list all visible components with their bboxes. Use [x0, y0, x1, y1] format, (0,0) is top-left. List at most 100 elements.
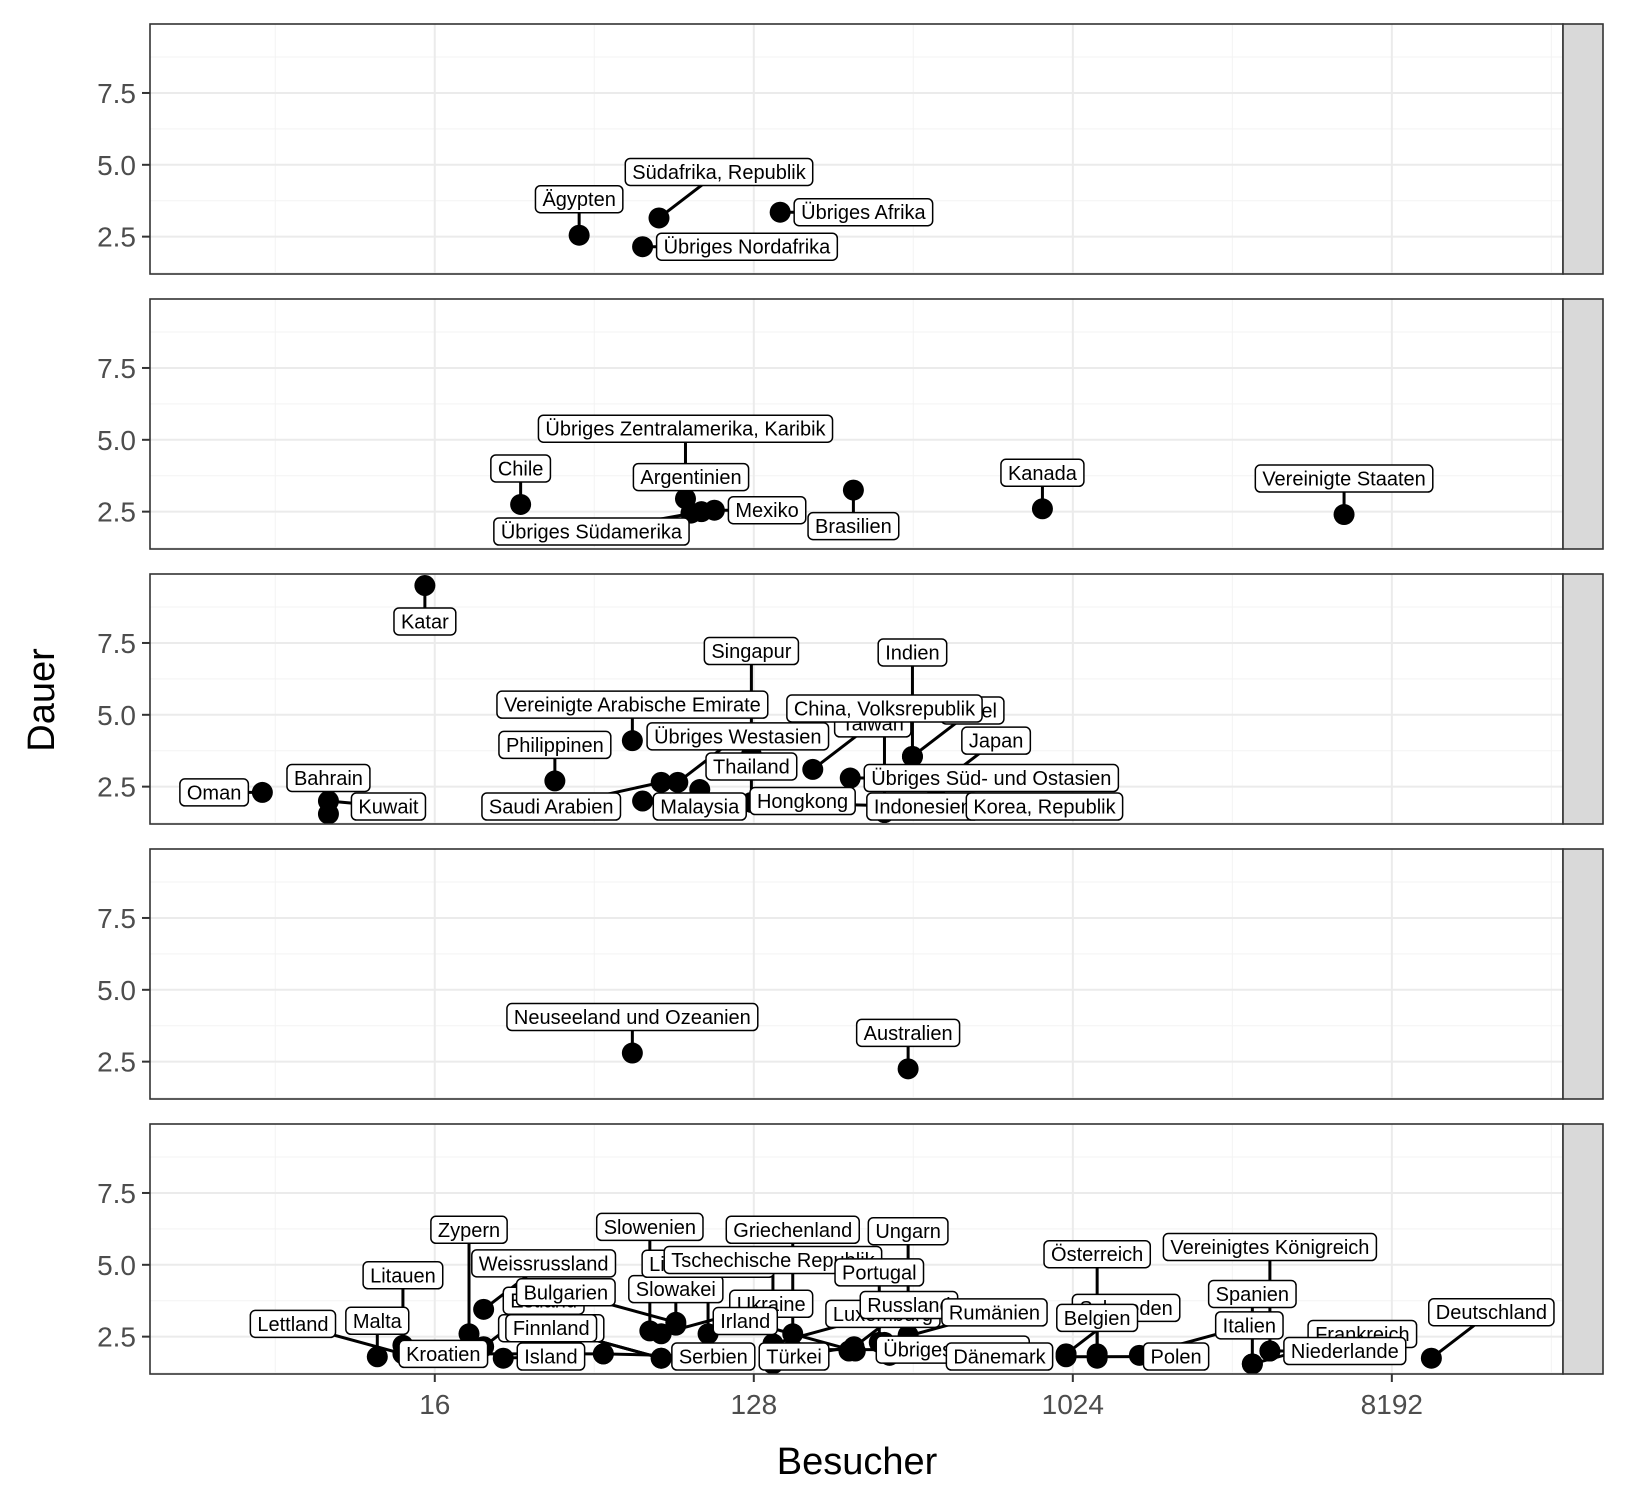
point-label-text: Türkei	[766, 1347, 822, 1369]
data-point	[1333, 504, 1355, 526]
point-label: Katar	[393, 607, 457, 636]
y-tick-label: 2.5	[97, 1047, 136, 1078]
point-label: Deutschland	[1428, 1297, 1555, 1327]
point-label-text: Mexiko	[735, 500, 798, 522]
x-tick-label: 16	[419, 1389, 450, 1420]
point-label: Portugal	[834, 1258, 925, 1287]
point-label-text: Hongkong	[757, 791, 848, 813]
facet-strip: Asien	[1562, 573, 1604, 825]
point-label: Bahrain	[286, 763, 371, 793]
point-label: Kuwait	[350, 792, 427, 821]
data-point	[667, 771, 689, 793]
data-point	[782, 1323, 804, 1345]
point-label-text: Übriges Süd- und Ostasien	[871, 768, 1111, 790]
point-label: Spanien	[1207, 1279, 1297, 1309]
y-tick-label: 2.5	[97, 222, 136, 253]
data-point	[544, 770, 566, 792]
point-label-text: Tschechische Republik	[671, 1250, 875, 1272]
point-label: Österreich	[1043, 1239, 1152, 1269]
data-point	[492, 1347, 514, 1369]
point-label: Argentinien	[632, 462, 750, 492]
data-point	[510, 493, 532, 515]
point-label-text: Übriges Zentralamerika, Karibik	[545, 419, 826, 441]
y-tick-label: 7.5	[97, 78, 136, 109]
facet-strip: Amerika	[1562, 298, 1604, 550]
data-point	[1031, 498, 1053, 520]
point-label: Japan	[961, 726, 1032, 755]
point-label: Südafrika, Republik	[624, 157, 814, 187]
point-label: Bulgarien	[515, 1278, 616, 1307]
point-label-text: Malta	[353, 1311, 403, 1333]
point-label: Malta	[345, 1306, 410, 1336]
point-label-text: Portugal	[842, 1262, 917, 1284]
data-point	[1086, 1343, 1108, 1365]
point-label: Serbien	[671, 1342, 756, 1371]
point-label: Neuseeland und Ozeanien	[506, 1002, 759, 1032]
data-point	[251, 781, 273, 803]
point-label-text: Italien	[1223, 1315, 1276, 1337]
point-label-text: Malaysia	[660, 797, 740, 819]
point-label-text: Spanien	[1216, 1284, 1289, 1306]
data-point	[568, 224, 590, 246]
data-point	[366, 1346, 388, 1368]
point-label-text: Ägypten	[542, 189, 615, 211]
point-label-text: Indien	[885, 642, 940, 664]
facet-strip: Australien, Neuseeland, Ozeanien	[1562, 848, 1604, 1100]
point-label: Hongkong	[749, 786, 856, 816]
point-label-text: Finnland	[513, 1318, 590, 1340]
point-label: Übriges Zentralamerika, Karibik	[537, 414, 834, 443]
point-label: Lettland	[249, 1309, 337, 1339]
point-label-text: Oman	[187, 782, 241, 804]
data-point	[473, 1298, 495, 1320]
y-tick-label: 7.5	[97, 903, 136, 934]
point-label-text: Litauen	[370, 1265, 436, 1287]
point-label-text: Slowakei	[636, 1279, 716, 1301]
point-label-text: Philippinen	[506, 735, 604, 757]
point-label: Weissrussland	[471, 1249, 617, 1278]
point-label: Malaysia	[652, 792, 747, 821]
point-label-text: China, Volksrepublik	[794, 699, 976, 721]
point-label-text: Katar	[401, 611, 449, 633]
point-label: Island	[516, 1342, 586, 1371]
point-label: Mexiko	[727, 495, 807, 525]
point-label: Griechenland	[725, 1215, 860, 1245]
point-label-text: Niederlande	[1291, 1341, 1399, 1363]
point-label-text: Argentinien	[640, 467, 741, 489]
data-point	[592, 1343, 614, 1365]
point-label: Vereinigtes Königreich	[1162, 1232, 1378, 1262]
data-point	[621, 730, 643, 752]
point-label-text: Japan	[969, 731, 1024, 753]
data-point	[1055, 1346, 1077, 1368]
point-label-text: Übriges Afrika	[801, 202, 926, 224]
point-label: Dänemark	[945, 1342, 1054, 1371]
data-point	[1241, 1353, 1263, 1374]
data-point	[1259, 1340, 1281, 1362]
point-label-text: Vereinigte Arabische Emirate	[504, 695, 761, 717]
point-label: Ungarn	[867, 1216, 949, 1246]
point-label-text: Korea, Republik	[973, 797, 1116, 819]
point-label-text: Singapur	[711, 641, 791, 663]
point-label-text: Rumänien	[949, 1302, 1040, 1324]
point-label: Zypern	[430, 1215, 508, 1245]
data-point	[632, 236, 654, 258]
point-label: Indonesien	[866, 792, 980, 821]
point-label: Slowenien	[595, 1212, 704, 1242]
point-label-text: Deutschland	[1436, 1302, 1547, 1324]
data-point	[621, 1042, 643, 1064]
point-label: Italien	[1214, 1311, 1284, 1340]
data-point	[674, 488, 696, 510]
point-label: Litauen	[362, 1261, 444, 1290]
point-label: Finnland	[505, 1313, 598, 1343]
point-label-text: Indonesien	[874, 797, 972, 819]
y-tick-label: 7.5	[97, 628, 136, 659]
data-point	[650, 1347, 672, 1369]
data-point	[458, 1323, 480, 1345]
point-label-text: Griechenland	[733, 1220, 852, 1242]
data-point	[897, 1058, 919, 1080]
point-label: Übriges Süd- und Ostasien	[863, 763, 1120, 793]
point-label: Kanada	[1000, 458, 1085, 488]
data-point	[665, 1311, 687, 1333]
point-label: Indien	[877, 638, 948, 667]
point-label: Ägypten	[534, 184, 624, 214]
